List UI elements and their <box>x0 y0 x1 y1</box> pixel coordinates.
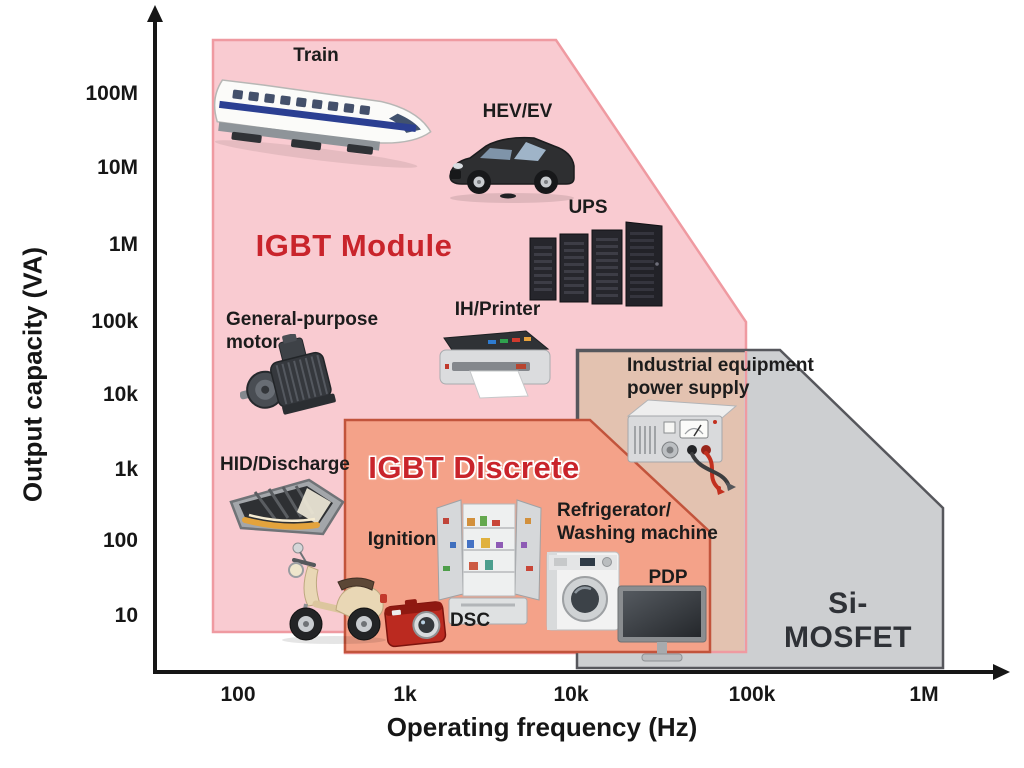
industrial-power-supply-label-line1: Industrial equipment <box>627 355 814 376</box>
train-icon <box>213 79 432 168</box>
washing-machine-icon <box>546 551 620 631</box>
y-axis-title: Output capacity (VA) <box>17 246 48 503</box>
power-supply-icon <box>626 399 738 495</box>
industrial-power-supply-label-line2: power supply <box>627 378 750 399</box>
pdp-label: PDP <box>648 567 688 588</box>
refrigerator-washing-label-line2: Washing machine <box>557 523 718 544</box>
car-icon <box>449 136 575 203</box>
train-label: Train <box>293 45 339 66</box>
scooter-icon <box>282 542 387 644</box>
refrigerator-icon <box>436 499 542 625</box>
y-axis-arrow <box>147 5 163 22</box>
x-tick-100: 100 <box>220 683 256 706</box>
si-mosfet-title: Si-MOSFET <box>784 587 912 654</box>
headlight-icon <box>229 478 345 536</box>
x-tick-1k: 1k <box>393 683 417 706</box>
dsc-label: DSC <box>449 610 491 631</box>
x-axis-title: Operating frequency (Hz) <box>386 712 698 742</box>
igbt-discrete-title: IGBT Discrete <box>368 450 580 485</box>
y-tick-1k: 1k <box>114 458 138 481</box>
camera-icon <box>384 599 447 648</box>
igbt-module-title: IGBT Module <box>255 228 453 263</box>
x-tick-1M: 1M <box>909 683 939 706</box>
industrial-power-supply-label: Industrial equipment power supply <box>627 354 814 400</box>
y-tick-10k: 10k <box>102 383 138 406</box>
motor-icon <box>240 334 336 415</box>
y-tick-10: 10 <box>114 604 138 627</box>
y-tick-100: 100 <box>102 529 138 552</box>
pdp-tv-icon <box>617 585 707 662</box>
y-tick-100M: 100M <box>85 82 138 105</box>
hev-ev-label: HEV/EV <box>482 101 553 122</box>
general-purpose-motor-label-line1: General-purpose <box>226 309 379 330</box>
refrigerator-washing-label: Refrigerator/ Washing machine <box>557 499 718 545</box>
printer-icon <box>439 330 551 399</box>
x-tick-10k: 10k <box>553 683 589 706</box>
ups-label: UPS <box>568 197 608 218</box>
ignition-label: Ignition <box>367 529 437 550</box>
ups-icon <box>529 221 663 307</box>
x-axis-arrow <box>993 664 1010 680</box>
y-tick-10M: 10M <box>97 156 138 179</box>
hid-discharge-label: HID/Discharge <box>220 454 350 475</box>
ih-printer-label: IH/Printer <box>454 299 541 320</box>
y-tick-100k: 100k <box>91 310 138 333</box>
general-purpose-motor-label-line2: motor <box>226 332 280 353</box>
refrigerator-washing-label-line1: Refrigerator/ <box>557 500 672 521</box>
general-purpose-motor-label: General-purpose motor <box>226 308 378 354</box>
y-tick-1M: 1M <box>108 233 138 256</box>
x-tick-100k: 100k <box>728 683 776 706</box>
